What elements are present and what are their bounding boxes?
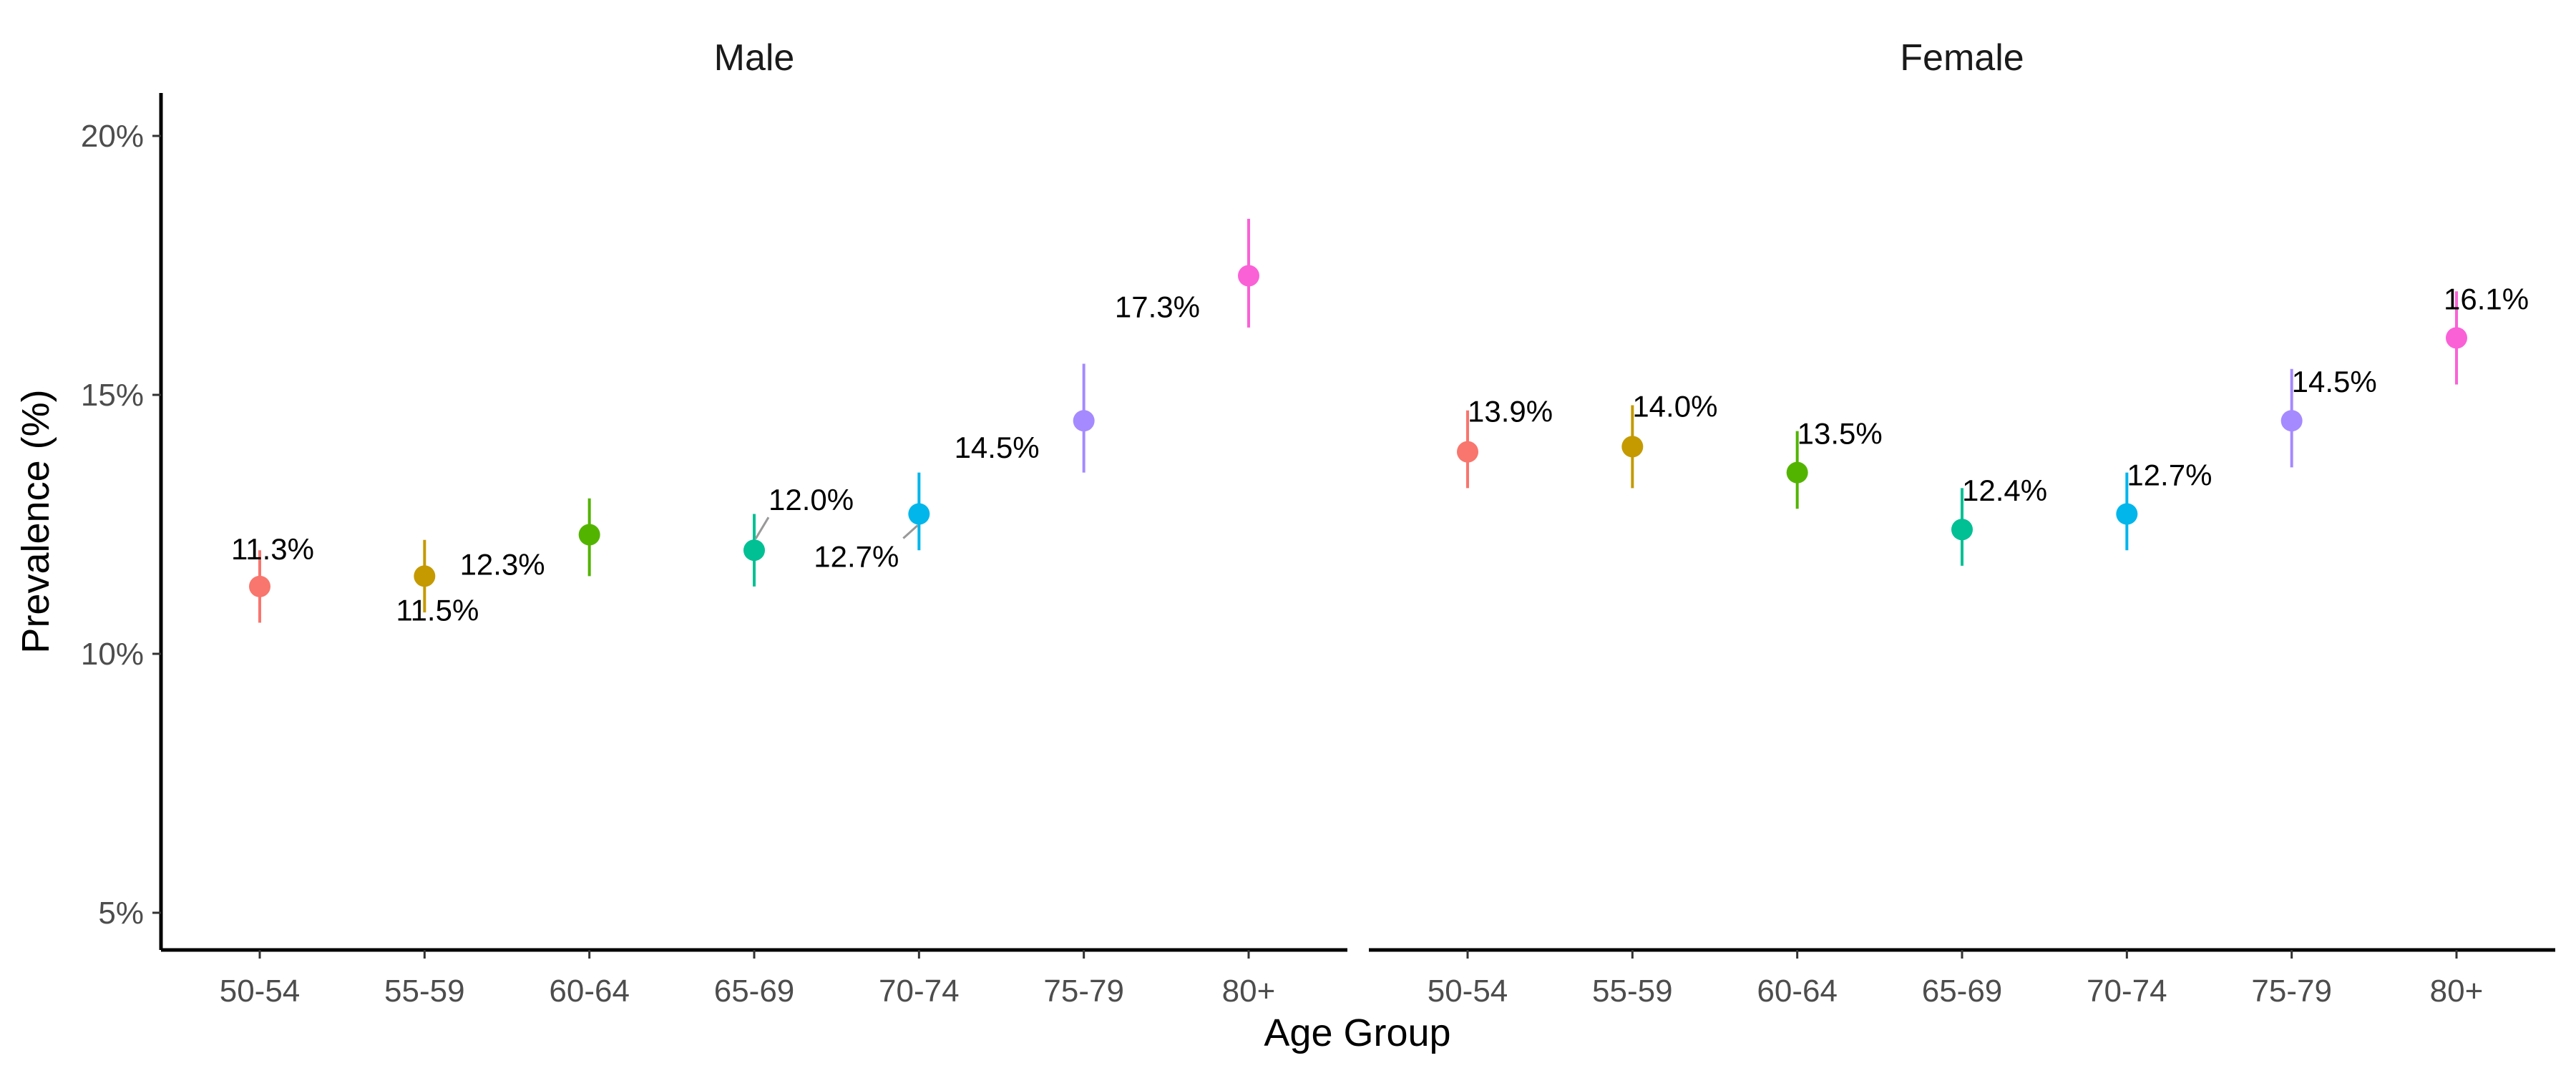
- data-point: [908, 503, 930, 525]
- y-axis-title: Prevalence (%): [14, 389, 57, 653]
- x-tick-label: 60-64: [549, 974, 630, 1009]
- data-label: 13.5%: [1797, 417, 1883, 451]
- data-label: 14.0%: [1632, 389, 1717, 423]
- axes-layer: 5% 10% 15% 20% Male 50-54 55-59 60-64 65-69 70-74…: [81, 37, 2555, 1009]
- data-point: [249, 575, 270, 597]
- x-tick-label: 60-64: [1757, 974, 1838, 1009]
- data-label: 12.7%: [2127, 459, 2212, 492]
- data-point: [2446, 327, 2467, 349]
- data-label: 12.4%: [1962, 474, 2047, 507]
- data-point: [743, 539, 765, 562]
- data-point: [1238, 265, 1259, 287]
- x-tick-label: 75-79: [1043, 974, 1124, 1009]
- y-tick-label: 5%: [98, 896, 144, 931]
- data-label: 12.0%: [769, 483, 854, 516]
- data-point: [1786, 461, 1808, 484]
- data-label: 14.5%: [955, 431, 1040, 464]
- y-tick-label: 15%: [81, 378, 144, 413]
- data-point: [1073, 410, 1095, 432]
- x-tick-label: 70-74: [879, 974, 960, 1009]
- x-tick-label: 55-59: [1592, 974, 1673, 1009]
- x-tick-label: 50-54: [1428, 974, 1508, 1009]
- data-point: [414, 565, 436, 587]
- y-tick-label: 10%: [81, 637, 144, 672]
- data-point: [2116, 503, 2138, 525]
- data-point: [1457, 441, 1478, 463]
- data-label: 12.3%: [460, 547, 545, 581]
- x-tick-label: 75-79: [2251, 974, 2332, 1009]
- marks-layer: [249, 218, 2467, 623]
- data-label: 17.3%: [1115, 290, 1200, 323]
- x-tick-label: 55-59: [384, 974, 465, 1009]
- data-label: 13.9%: [1468, 395, 1553, 428]
- panel-title: Female: [1900, 37, 2024, 79]
- data-label: 11.5%: [396, 593, 479, 627]
- x-tick-label: 65-69: [1922, 974, 2003, 1009]
- panel-title: Male: [714, 37, 795, 79]
- x-tick-label: 50-54: [220, 974, 301, 1009]
- x-tick-label: 65-69: [714, 974, 795, 1009]
- y-tick-label: 20%: [81, 119, 144, 154]
- data-point: [578, 524, 600, 546]
- x-tick-label: 80+: [2430, 974, 2484, 1009]
- labels-layer: 11.3% 11.5% 12.3% 12.0% 12.7% 14.5% 17.3% 13.9%…: [231, 282, 2529, 627]
- data-point: [2280, 410, 2303, 432]
- data-label: 14.5%: [2292, 365, 2377, 398]
- x-axis-title: Age Group: [1264, 1011, 1450, 1054]
- label-leader: [902, 524, 919, 539]
- data-label: 16.1%: [2444, 282, 2529, 315]
- x-tick-label: 70-74: [2087, 974, 2167, 1009]
- label-leader: [754, 516, 770, 539]
- data-label: 12.7%: [814, 540, 899, 574]
- data-label: 11.3%: [231, 532, 314, 566]
- data-point: [1951, 519, 1973, 541]
- data-point: [1621, 436, 1644, 458]
- x-tick-label: 80+: [1222, 974, 1276, 1009]
